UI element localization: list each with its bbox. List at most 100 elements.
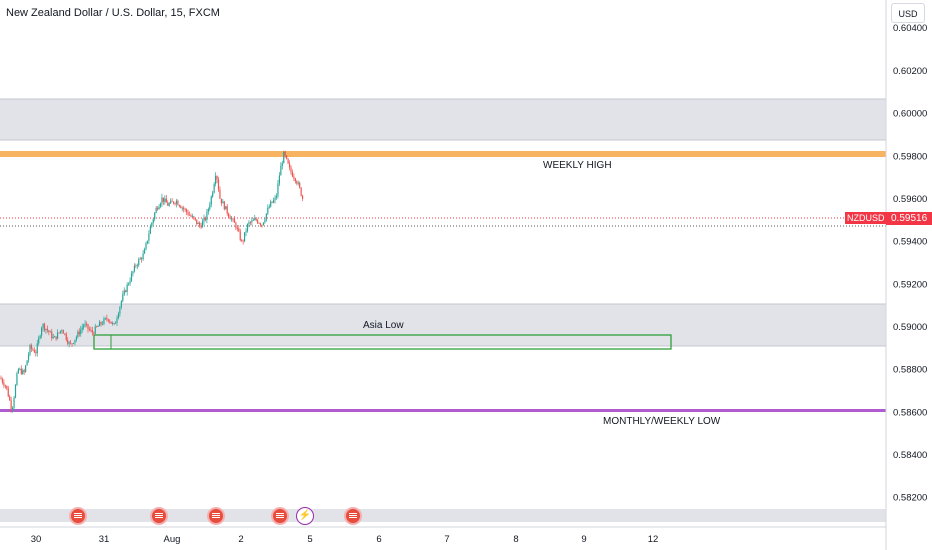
time-tick-label: Aug	[164, 534, 181, 545]
candle-body	[13, 397, 15, 408]
economic-event-icon[interactable]	[69, 507, 87, 525]
candle-body	[226, 206, 228, 214]
candle-body	[32, 348, 34, 351]
candle-body	[46, 328, 48, 331]
candle-body	[27, 354, 30, 361]
candle-body	[3, 382, 5, 386]
candle-body	[155, 207, 157, 213]
price-tick-label: 0.59000	[893, 322, 927, 333]
candle-body	[229, 216, 231, 220]
economic-event-icon[interactable]	[207, 507, 225, 525]
candle-body	[262, 222, 265, 225]
candle-body	[291, 172, 294, 177]
candle-body	[248, 222, 250, 225]
candle-body	[162, 197, 164, 202]
candle-body	[252, 220, 254, 221]
candle-body	[23, 370, 25, 372]
candle-body	[128, 283, 130, 285]
candle-body	[19, 368, 21, 370]
candle-body	[265, 213, 267, 220]
candle-body	[213, 183, 215, 193]
candle-body	[175, 200, 178, 204]
candle-body	[197, 222, 199, 224]
candle-body	[261, 224, 263, 226]
economic-event-icon[interactable]	[344, 507, 362, 525]
candle-body	[52, 337, 54, 339]
candle-body	[101, 323, 104, 325]
candle-body	[120, 301, 122, 307]
candle-body	[206, 211, 208, 221]
monthly-weekly-low-line[interactable]	[0, 409, 886, 412]
candle-body	[259, 223, 262, 225]
price-tick-label: 0.58800	[893, 365, 927, 376]
candle-body	[277, 183, 279, 196]
candle-body	[168, 203, 170, 206]
candle-body	[58, 332, 60, 334]
candle-body	[77, 331, 79, 337]
candle-body	[10, 400, 12, 410]
candle-body	[201, 221, 204, 228]
candle-body	[281, 163, 283, 166]
candle-body	[271, 201, 273, 203]
candle-body	[273, 200, 275, 203]
time-axis[interactable]: 30 31 Aug 2 5 6 7 8 9 12	[31, 534, 659, 545]
bottom-zone	[0, 509, 886, 522]
candle-body	[287, 158, 289, 164]
candle-body	[123, 290, 125, 295]
price-tick-label: 0.60000	[893, 109, 927, 120]
candle-body	[236, 228, 238, 230]
candle-body	[70, 342, 72, 344]
economic-event-icon[interactable]	[150, 507, 168, 525]
time-tick-label: 31	[99, 534, 110, 545]
price-tick-label: 0.59400	[893, 237, 927, 248]
last-price-label: 0.59516	[886, 212, 932, 225]
candle-body	[232, 218, 234, 220]
candle-body	[242, 240, 244, 242]
candle-body	[254, 218, 256, 221]
candle-body	[181, 207, 183, 209]
candle-body	[177, 200, 179, 206]
candle-body	[300, 187, 302, 196]
candle-body	[187, 212, 189, 215]
candle-body	[264, 219, 266, 223]
candle-body	[267, 208, 269, 214]
candle-body	[183, 207, 185, 210]
candle-body	[85, 323, 88, 325]
candle-body	[165, 198, 167, 203]
currency-button[interactable]: USD	[891, 3, 925, 23]
candle-body	[117, 313, 120, 319]
candle-body	[238, 228, 240, 232]
candle-body	[161, 197, 163, 204]
candle-body	[188, 214, 191, 216]
candle-body	[219, 189, 221, 199]
candle-body	[223, 201, 225, 210]
candle-body	[97, 326, 99, 327]
weekly-high-line[interactable]	[0, 151, 886, 157]
candle-body	[67, 339, 69, 344]
candle-body	[244, 232, 246, 242]
symbol-title[interactable]: New Zealand Dollar / U.S. Dollar, 15, FX…	[6, 7, 220, 19]
candle-body	[191, 216, 193, 218]
candle-body	[45, 328, 47, 330]
candle-body	[59, 330, 62, 333]
economic-event-icon[interactable]	[271, 507, 289, 525]
candle-body	[110, 321, 112, 324]
candle-body	[64, 333, 66, 335]
candle-body	[87, 324, 89, 329]
earnings-bolt-icon[interactable]: ⚡	[296, 507, 314, 525]
asia-low-box[interactable]	[93, 334, 672, 350]
candle-body	[152, 219, 154, 223]
candle-body	[41, 327, 43, 336]
candle-body	[146, 240, 149, 244]
candle-body	[143, 249, 146, 254]
candle-body	[83, 325, 85, 328]
candle-body	[132, 271, 134, 274]
candle-body	[55, 336, 57, 339]
candle-body	[14, 384, 17, 398]
candle-body	[184, 209, 186, 210]
candle-body	[72, 343, 75, 344]
price-axis[interactable]: 0.60400 0.60200 0.60000 0.59800 0.59600 0.594…	[893, 23, 927, 503]
symbol-price-tag: NZDUSD	[845, 212, 887, 224]
candle-body	[107, 319, 109, 321]
